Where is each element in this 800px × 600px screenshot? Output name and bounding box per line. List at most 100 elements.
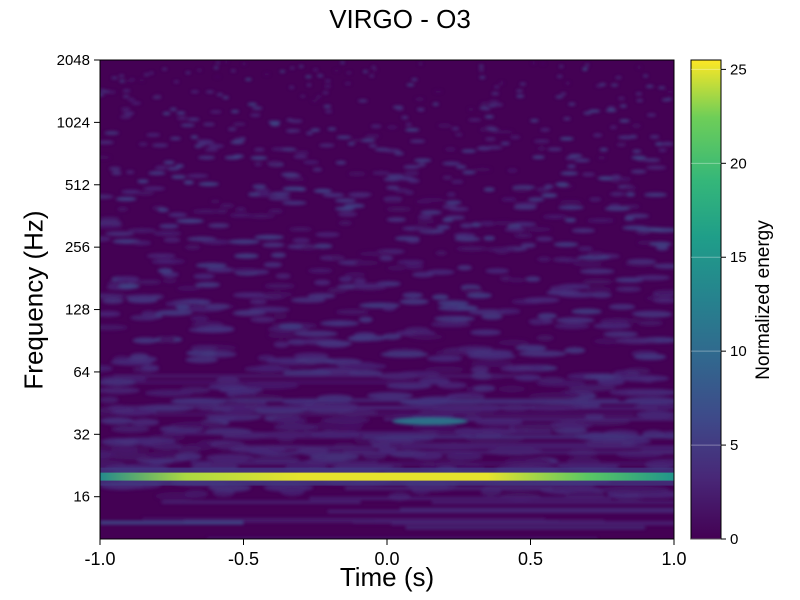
noise-speckle bbox=[222, 96, 229, 100]
noise-speckle bbox=[415, 199, 432, 204]
noise-speckle bbox=[185, 356, 219, 364]
noise-speckle bbox=[642, 74, 649, 78]
noise-speckle bbox=[435, 250, 447, 256]
noise-speckle bbox=[324, 85, 332, 88]
noise-speckle bbox=[303, 160, 319, 165]
noise-speckle bbox=[573, 261, 603, 267]
noise-speckle bbox=[100, 437, 137, 446]
noise-speckle bbox=[233, 309, 266, 316]
noise-speckle bbox=[643, 192, 668, 197]
noise-speckle bbox=[432, 102, 439, 106]
noise-speckle bbox=[565, 156, 576, 160]
noise-speckle bbox=[176, 111, 186, 115]
noise-speckle bbox=[586, 286, 612, 293]
noise-speckle bbox=[386, 206, 412, 212]
noise-speckle bbox=[130, 418, 160, 426]
noise-speckle bbox=[445, 215, 466, 220]
noise-speckle bbox=[313, 68, 319, 72]
noise-speckle bbox=[357, 99, 368, 103]
noise-speckle bbox=[591, 292, 612, 298]
noise-speckle bbox=[483, 187, 495, 192]
noise-speckle bbox=[100, 324, 128, 331]
noise-speckle bbox=[206, 267, 236, 273]
noise-speckle bbox=[335, 160, 347, 165]
noise-streak bbox=[161, 500, 361, 504]
x-tick-label: -1.0 bbox=[84, 549, 115, 569]
noise-speckle bbox=[649, 135, 660, 139]
noise-speckle bbox=[494, 85, 500, 89]
noise-speckle bbox=[306, 131, 314, 135]
noise-speckle bbox=[244, 382, 299, 390]
noise-speckle bbox=[484, 115, 495, 119]
noise-speckle bbox=[227, 127, 237, 131]
noise-speckle bbox=[559, 65, 564, 68]
noise-speckle bbox=[414, 158, 432, 163]
noise-speckle bbox=[143, 73, 150, 76]
noise-speckle bbox=[322, 91, 329, 95]
noise-speckle bbox=[519, 82, 527, 86]
noise-speckle bbox=[514, 374, 541, 382]
noise-speckle bbox=[170, 421, 225, 429]
noise-speckle bbox=[155, 309, 193, 316]
noise-speckle bbox=[305, 75, 312, 79]
noise-speckle bbox=[516, 89, 523, 93]
noise-speckle bbox=[649, 241, 672, 247]
noise-speckle bbox=[599, 83, 607, 86]
noise-speckle bbox=[232, 292, 269, 298]
noise-speckle bbox=[571, 308, 602, 315]
noise-speckle bbox=[176, 116, 188, 120]
noise-speckle bbox=[139, 78, 145, 82]
colorbar-tick-label: 5 bbox=[730, 437, 738, 454]
noise-speckle bbox=[350, 193, 370, 198]
noise-speckle bbox=[270, 191, 291, 197]
noise-speckle bbox=[514, 233, 533, 239]
noise-speckle bbox=[483, 235, 496, 241]
noise-speckle bbox=[581, 172, 595, 177]
noise-speckle bbox=[127, 228, 157, 233]
noise-speckle bbox=[247, 102, 258, 106]
noise-speckle bbox=[319, 143, 335, 148]
noise-speckle bbox=[564, 217, 577, 223]
noise-speckle bbox=[448, 206, 469, 212]
noise-speckle bbox=[218, 386, 263, 394]
noise-speckle bbox=[272, 416, 307, 424]
noise-speckle bbox=[568, 384, 617, 392]
noise-speckle bbox=[666, 90, 674, 94]
y-tick-label: 16 bbox=[73, 489, 90, 506]
noise-speckle bbox=[656, 245, 669, 251]
noise-streak bbox=[113, 374, 518, 378]
noise-speckle bbox=[201, 239, 231, 245]
noise-speckle bbox=[589, 197, 602, 202]
noise-speckle bbox=[159, 336, 176, 343]
noise-speckle bbox=[230, 140, 244, 145]
noise-speckle bbox=[623, 185, 637, 190]
noise-speckle bbox=[442, 161, 461, 166]
noise-speckle bbox=[292, 237, 311, 243]
noise-speckle bbox=[288, 85, 295, 89]
noise-speckle bbox=[286, 118, 294, 122]
noise-speckle bbox=[437, 300, 469, 307]
noise-speckle bbox=[500, 141, 510, 146]
noise-speckle bbox=[190, 315, 209, 322]
noise-speckle bbox=[102, 298, 124, 304]
noise-speckle bbox=[470, 360, 514, 368]
noise-speckle bbox=[205, 453, 255, 462]
noise-speckle bbox=[324, 109, 333, 113]
noise-speckle bbox=[644, 158, 661, 163]
noise-speckle bbox=[232, 122, 246, 126]
noise-speckle bbox=[267, 332, 295, 339]
colorbar-tick-label: 15 bbox=[730, 249, 747, 266]
noise-speckle bbox=[100, 365, 113, 372]
noise-speckle bbox=[213, 66, 219, 70]
noise-speckle bbox=[315, 95, 322, 99]
noise-speckle bbox=[610, 83, 619, 87]
noise-speckle bbox=[100, 310, 121, 317]
noise-speckle bbox=[253, 147, 265, 152]
noise-speckle bbox=[609, 388, 660, 396]
noise-speckle bbox=[190, 90, 199, 94]
noise-speckle bbox=[625, 192, 636, 197]
noise-speckle bbox=[625, 213, 650, 219]
noise-speckle bbox=[122, 111, 135, 115]
noise-speckle bbox=[263, 262, 283, 268]
noise-speckle bbox=[658, 86, 666, 90]
